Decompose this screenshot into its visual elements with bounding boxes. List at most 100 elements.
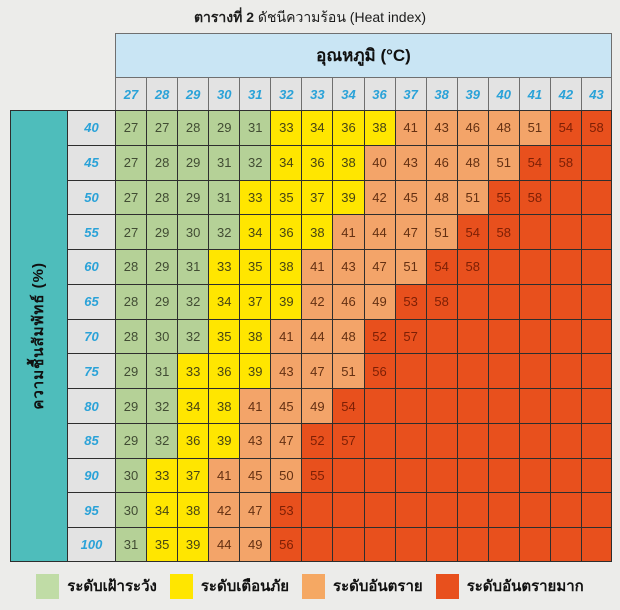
heat-index-cell [487,318,519,354]
heat-index-cell: 45 [394,179,426,215]
temp-col-header: 43 [580,77,612,110]
heat-index-cell: 52 [301,422,333,458]
heat-index-cell [363,388,395,423]
heat-index-cell: 38 [363,110,395,145]
heat-index-cell: 47 [363,249,395,284]
heat-index-cell [518,422,550,458]
heat-index-cell [394,422,426,458]
legend-item-danger: ระดับอันตราย [302,573,423,599]
heat-index-cell [301,492,333,528]
humidity-row-header: 95 [68,492,115,528]
humidity-row-header: 75 [68,353,115,389]
heat-index-cell: 38 [270,249,302,284]
heat-index-cell [394,388,426,423]
heat-index-cell [425,318,457,354]
heat-index-cell: 28 [146,179,178,215]
heat-index-cell [363,492,395,528]
heat-index-cell: 32 [177,283,209,319]
heat-index-cell: 58 [487,214,519,250]
heat-index-cell: 30 [177,214,209,250]
heat-index-cell [363,457,395,493]
heat-index-cell: 34 [270,144,302,180]
temp-col-header: 28 [146,77,178,110]
heat-index-cell: 45 [239,457,271,493]
heat-index-cell [425,388,457,423]
legend-item-warning: ระดับเตือนภัย [169,573,289,599]
humidity-row-header: 40 [68,110,115,145]
heat-index-cell [394,353,426,389]
heat-index-cell: 42 [208,492,240,528]
heat-index-cell: 42 [363,179,395,215]
heat-index-cell [549,249,581,284]
heat-index-cell: 47 [301,353,333,389]
heat-index-cell: 42 [301,283,333,319]
legend-swatch [435,573,459,599]
heat-index-cell: 33 [146,457,178,493]
heat-index-cell: 28 [115,283,147,319]
heat-index-cell: 29 [208,110,240,145]
heat-index-cell: 39 [270,283,302,319]
heat-index-cell [301,527,333,562]
heat-index-cell [425,457,457,493]
heat-index-cell: 43 [270,353,302,389]
temp-col-header: 31 [239,77,271,110]
heat-index-cell: 34 [239,214,271,250]
temp-col-header: 27 [115,77,147,110]
heat-index-cell [487,422,519,458]
heat-index-cell [425,422,457,458]
heat-index-cell: 31 [177,249,209,284]
heat-index-cell [518,318,550,354]
heat-index-cell [394,492,426,528]
heat-index-cell: 28 [115,249,147,284]
heat-index-cell [425,492,457,528]
heat-index-cell [487,492,519,528]
heat-index-cell [456,388,488,423]
heat-index-cell: 49 [301,388,333,423]
heat-index-cell [332,492,364,528]
heat-index-cell: 27 [115,214,147,250]
heat-index-cell: 47 [239,492,271,528]
heat-index-cell: 58 [518,179,550,215]
heat-index-cell: 38 [239,318,271,354]
heat-index-cell: 32 [146,422,178,458]
legend-item-extreme-danger: ระดับอันตรายมาก [435,573,584,599]
heat-index-cell: 46 [332,283,364,319]
heat-index-cell: 31 [115,527,147,562]
humidity-row-header: 55 [68,214,115,250]
heat-index-cell: 27 [115,179,147,215]
heat-index-cell: 51 [332,353,364,389]
heat-index-cell [580,457,612,493]
heat-index-cell [580,527,612,562]
heat-index-cell: 32 [239,144,271,180]
heat-index-cell [487,457,519,493]
heat-index-cell: 38 [208,388,240,423]
heat-index-cell: 58 [456,249,488,284]
heat-index-cell: 57 [394,318,426,354]
heat-index-cell: 27 [115,110,147,145]
heat-index-cell: 29 [177,144,209,180]
heat-index-cell: 39 [208,422,240,458]
heat-index-cell: 38 [301,214,333,250]
heat-index-cell: 29 [146,283,178,319]
temp-col-header: 33 [301,77,333,110]
humidity-row-header: 60 [68,249,115,284]
heat-index-cell [549,283,581,319]
temp-col-header: 29 [177,77,209,110]
heat-index-cell: 48 [332,318,364,354]
heat-index-cell [580,318,612,354]
heat-index-cell [580,144,612,180]
page-title: ตารางที่ 2 ดัชนีความร้อน (Heat index) [0,0,620,33]
temp-col-header: 37 [394,77,426,110]
heat-index-cell: 36 [332,110,364,145]
legend: ระดับเฝ้าระวัง ระดับเตือนภัย ระดับอันตรา… [0,573,620,599]
heat-index-cell [580,283,612,319]
heat-index-cell: 45 [270,388,302,423]
legend-label: ระดับอันตราย [333,578,423,596]
heat-index-cell [332,457,364,493]
heat-index-cell [456,422,488,458]
heat-index-cell [456,527,488,562]
temp-col-header: 40 [487,77,519,110]
temp-col-header: 30 [208,77,240,110]
heat-index-cell: 46 [456,110,488,145]
heat-index-cell [487,527,519,562]
